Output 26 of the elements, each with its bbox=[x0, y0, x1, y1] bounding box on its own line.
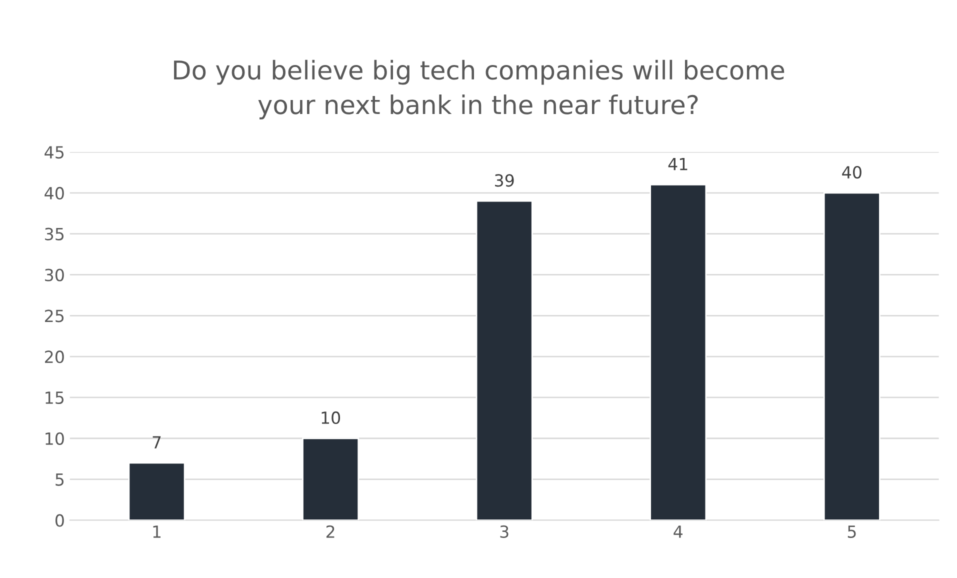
data-label: 39 bbox=[495, 174, 514, 187]
y-tick-label: 5 bbox=[56, 473, 64, 486]
x-tick-label: 5 bbox=[848, 526, 856, 538]
y-tick-label: 25 bbox=[45, 310, 64, 322]
y-tick-label: 10 bbox=[46, 432, 64, 445]
data-label: 10 bbox=[322, 411, 340, 424]
x-tick-label: 2 bbox=[326, 525, 334, 538]
y-tick-label: 0 bbox=[55, 514, 64, 527]
y-tick-label: 45 bbox=[44, 146, 64, 159]
y-tick-label: 30 bbox=[45, 268, 64, 282]
data-label: 41 bbox=[668, 158, 688, 170]
data-label: 40 bbox=[842, 166, 862, 179]
x-tick-label: 1 bbox=[153, 526, 161, 538]
bar bbox=[128, 462, 186, 520]
y-tick-label: 15 bbox=[46, 392, 64, 404]
x-tick-label: 4 bbox=[674, 526, 682, 538]
bar bbox=[823, 192, 880, 520]
bar bbox=[302, 438, 360, 520]
bar bbox=[650, 184, 707, 520]
x-tick-label: 3 bbox=[500, 525, 508, 538]
y-tick-label: 20 bbox=[45, 350, 64, 364]
y-tick-label: 40 bbox=[44, 186, 64, 200]
y-tick-label: 35 bbox=[45, 228, 64, 240]
data-label: 7 bbox=[152, 436, 161, 448]
chart-title: Do you believe big tech companies will become your next bank in the near future? bbox=[174, 60, 784, 120]
bar bbox=[476, 200, 533, 520]
